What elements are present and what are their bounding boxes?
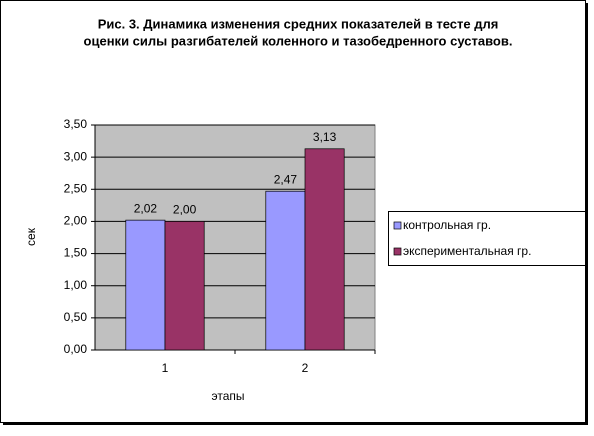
bar — [164, 221, 205, 351]
value-label: 3,13 — [313, 130, 337, 144]
chart-title: оценки силы разгибателей коленного и таз… — [84, 33, 513, 48]
y-tick-label: 1,00 — [64, 278, 88, 292]
y-tick-label: 2,00 — [64, 214, 88, 228]
value-label: 2,02 — [134, 201, 158, 215]
value-label: 2,47 — [274, 172, 298, 186]
y-tick-label: 1,50 — [64, 246, 88, 260]
bar — [265, 190, 306, 351]
bar — [125, 219, 166, 351]
legend-label: контрольная гр. — [403, 218, 491, 232]
x-axis-label: этапы — [211, 389, 244, 403]
y-tick-label: 0,50 — [64, 310, 88, 324]
x-tick-label: 2 — [302, 361, 309, 375]
y-tick-label: 2,50 — [64, 181, 88, 195]
y-tick-label: 0,00 — [64, 342, 88, 356]
value-label: 2,00 — [173, 203, 197, 217]
y-tick-label: 3,00 — [64, 149, 88, 163]
legend-label: экспериментальная гр. — [403, 244, 531, 258]
legend-swatch — [393, 247, 402, 256]
y-tick-label: 3,50 — [64, 117, 88, 131]
chart-title: Рис. 3. Динамика изменения средних показ… — [98, 16, 499, 31]
legend-swatch — [393, 221, 402, 230]
legend — [388, 211, 586, 266]
bar — [304, 148, 345, 351]
x-tick-label: 1 — [162, 361, 169, 375]
y-axis-label: сек — [24, 227, 38, 246]
